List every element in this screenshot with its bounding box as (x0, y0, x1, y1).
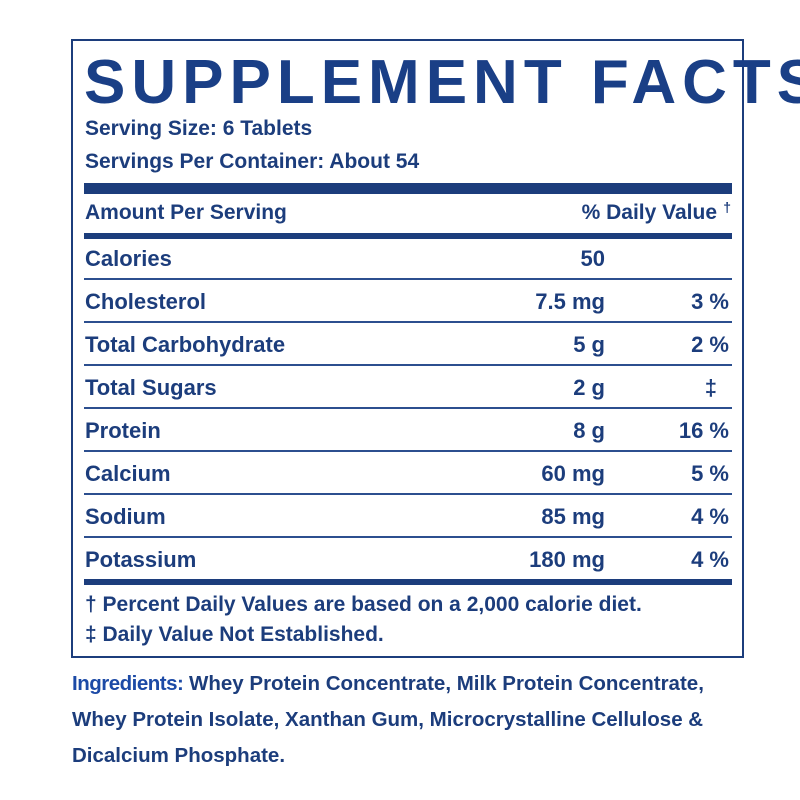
header-daily-value: % Daily Value (581, 201, 717, 224)
table-header: Amount Per Serving % Daily Value † (85, 198, 731, 228)
nutrient-daily-value: 4 % (691, 504, 729, 529)
serving-size: Serving Size: 6 Tablets (85, 117, 313, 140)
nutrient-row: Potassium 180 mg 4 % (85, 545, 731, 575)
nutrient-amount: 180 mg (529, 547, 605, 572)
nutrient-daily-value: 4 % (691, 547, 729, 572)
medium-divider (84, 233, 732, 239)
nutrient-daily-value: 16 % (678, 418, 729, 443)
footnote-daily-values: † Percent Daily Values are based on a 2,… (85, 593, 642, 616)
nutrient-row: Cholesterol 7.5 mg 3 % (85, 287, 731, 317)
nutrient-row: Total Carbohydrate 5 g 2 % (85, 330, 731, 360)
nutrient-amount: 8 g (573, 418, 605, 443)
supplement-facts-panel (71, 39, 744, 658)
nutrient-daily-value: 3 % (691, 289, 729, 314)
servings-per-container: Servings Per Container: About 54 (85, 150, 420, 173)
nutrient-amount: 60 mg (541, 461, 605, 486)
nutrient-amount: 50 (580, 246, 605, 271)
nutrient-row: Sodium 85 mg 4 % (85, 502, 731, 532)
nutrient-row: Calcium 60 mg 5 % (85, 459, 731, 489)
nutrient-name: Total Sugars (85, 375, 217, 400)
ingredients-label: Ingredients: (72, 672, 184, 695)
thick-divider-top (84, 183, 732, 194)
footnote-not-established: ‡ Daily Value Not Established. (85, 623, 384, 646)
nutrient-name: Calcium (85, 461, 171, 486)
nutrient-daily-value: ‡ (704, 375, 717, 400)
nutrient-row: Calories 50 (85, 244, 731, 274)
nutrient-amount: 85 mg (541, 504, 605, 529)
ingredients-list: Ingredients: Whey Protein Concentrate, M… (72, 666, 762, 774)
row-divider (84, 321, 732, 323)
row-divider (84, 493, 732, 495)
header-amount-per-serving: Amount Per Serving (85, 201, 287, 224)
row-divider (84, 278, 732, 280)
row-divider (84, 450, 732, 452)
row-divider (84, 536, 732, 538)
nutrient-amount: 5 g (573, 332, 605, 357)
nutrient-daily-value: 2 % (691, 332, 729, 357)
nutrient-name: Total Carbohydrate (85, 332, 286, 357)
nutrient-row: Total Sugars 2 g ‡ (85, 373, 731, 403)
nutrient-name: Cholesterol (85, 289, 207, 314)
nutrient-name: Protein (85, 418, 161, 443)
label-title: SUPPLEMENT FACTS (84, 48, 800, 117)
nutrient-amount: 7.5 mg (535, 289, 605, 314)
nutrient-name: Calories (85, 246, 172, 271)
nutrient-daily-value: 5 % (691, 461, 729, 486)
header-dagger: † (723, 199, 731, 215)
nutrient-row: Protein 8 g 16 % (85, 416, 731, 446)
nutrient-name: Sodium (85, 504, 166, 529)
nutrient-name: Potassium (85, 547, 197, 572)
row-divider (84, 407, 732, 409)
ingredients-text: Whey Protein Concentrate, Milk Protein C… (72, 672, 704, 767)
medium-divider-bottom (84, 579, 732, 585)
row-divider (84, 364, 732, 366)
nutrient-amount: 2 g (573, 375, 605, 400)
